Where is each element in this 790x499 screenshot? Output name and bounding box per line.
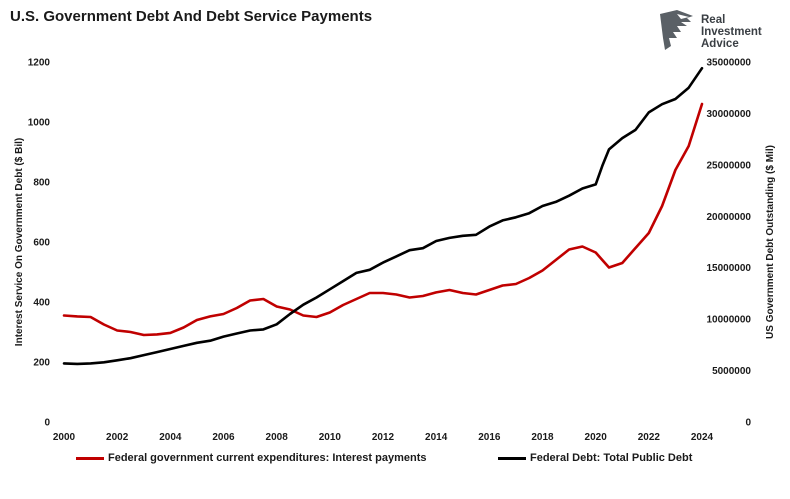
x-tick-label: 2004 [159,432,182,443]
right-tick-label: 10000000 [707,315,752,326]
logo-line-2: Investment [701,26,762,38]
eagle-logo-icon [660,10,693,50]
left-axis-title: Interest Service On Government Debt ($ B… [14,138,25,346]
series-layer [62,66,704,366]
left-tick-label: 800 [33,178,50,189]
x-tick-label: 2012 [372,432,395,443]
x-tick-label: 2000 [53,432,76,443]
x-tick-label: 2002 [106,432,129,443]
right-tick-label: 35000000 [707,58,752,69]
logo-line-3: Advice [701,38,739,50]
legend-item-interest: Federal government current expenditures:… [76,452,426,464]
left-tick-label: 1000 [28,118,51,129]
right-tick-label: 0 [745,418,751,429]
legend-label-interest: Federal government current expenditures:… [108,452,427,464]
right-tick-label: 15000000 [707,263,752,274]
left-tick-label: 400 [33,298,50,309]
legend-label-debt: Federal Debt: Total Public Debt [530,452,693,464]
legend-swatch-interest [76,456,104,460]
left-tick-label: 200 [33,358,50,369]
x-tick-label: 2010 [319,432,342,443]
right-tick-label: 5000000 [712,366,751,377]
interest-payments-line [62,102,704,337]
left-tick-label: 600 [33,238,50,249]
total-public-debt-line [62,66,704,366]
x-tick-label: 2020 [585,432,608,443]
x-tick-label: 2006 [212,432,235,443]
left-tick-label: 0 [44,418,50,429]
legend-swatch-debt [498,456,526,460]
right-tick-label: 20000000 [707,212,752,223]
left-tick-label: 1200 [28,58,51,69]
legend-item-debt: Federal Debt: Total Public Debt [498,452,692,464]
x-tick-label: 2024 [691,432,714,443]
logo-line-1: Real [701,14,726,26]
x-tick-label: 2014 [425,432,448,443]
logo-text: Real Investment Advice [701,14,762,50]
right-axis-title: US Government Debt Outstanding ($ Mil) [765,145,776,339]
x-tick-label: 2018 [531,432,554,443]
right-tick-label: 30000000 [707,109,752,120]
x-tick-label: 2016 [478,432,501,443]
logo: Real Investment Advice [657,8,787,54]
chart-title: U.S. Government Debt And Debt Service Pa… [10,8,373,25]
right-tick-label: 25000000 [707,160,752,171]
legend: Federal government current expenditures:… [0,452,790,472]
right-axis-ticks: 0 5000000 10000000 15000000 20000000 25000000… [707,58,752,429]
left-axis-ticks: 0 200 400 600 800 1000 1200 [28,58,51,429]
x-tick-label: 2022 [638,432,661,443]
x-tick-label: 2008 [266,432,289,443]
x-axis-ticks: 2000 2002 2004 2006 2008 2010 2012 2014 2016 2018… [53,432,714,443]
